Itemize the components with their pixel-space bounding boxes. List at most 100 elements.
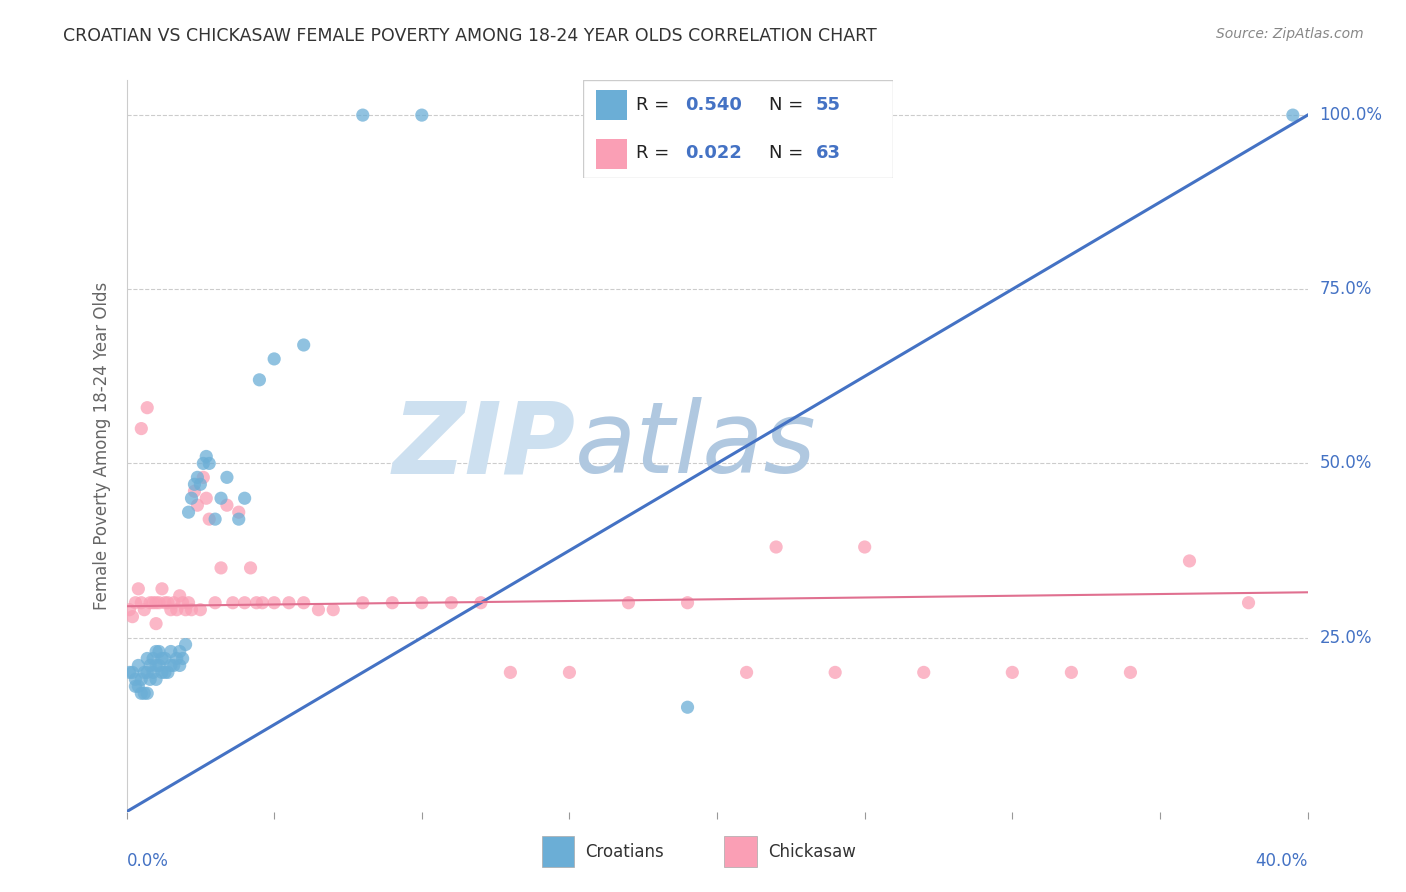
Point [247,373,270,387]
Point [163,658,186,673]
Point [228,512,250,526]
Point [134,603,156,617]
Text: CROATIAN VS CHICKASAW FEMALE POVERTY AMONG 18-24 YEAR OLDS CORRELATION CHART: CROATIAN VS CHICKASAW FEMALE POVERTY AMO… [63,27,877,45]
Point [148,658,170,673]
Point [765,540,787,554]
Point [145,673,167,687]
Text: ZIP: ZIP [392,398,575,494]
Point [186,498,208,512]
Point [292,596,315,610]
Bar [724,837,758,867]
Point [148,596,170,610]
Point [470,596,492,610]
Point [193,457,215,471]
Point [136,401,159,415]
Point [735,665,758,680]
Point [153,651,176,665]
Point [1001,665,1024,680]
Point [169,658,191,673]
Text: 0.022: 0.022 [686,144,742,161]
Text: Croatians: Croatians [585,843,664,861]
Point [440,596,463,610]
Point [129,596,153,610]
Text: 0.540: 0.540 [686,95,742,114]
Point [150,651,173,665]
Point [153,665,176,680]
Point [169,589,191,603]
Point [177,505,200,519]
Point [307,603,329,617]
Point [239,561,262,575]
Point [352,596,374,610]
Point [174,603,197,617]
Point [136,665,159,680]
Point [245,596,267,610]
Point [411,108,433,122]
Point [166,603,188,617]
Point [148,644,170,658]
Point [204,596,226,610]
Point [233,596,256,610]
Point [145,644,167,658]
Text: 40.0%: 40.0% [1256,852,1308,870]
Point [139,658,162,673]
Point [193,470,215,484]
Point [617,596,640,610]
Point [186,470,208,484]
Bar [596,139,627,169]
Point [139,596,162,610]
Point [1060,665,1083,680]
Point [174,638,197,652]
Point [209,491,232,506]
Text: 100.0%: 100.0% [1319,106,1382,124]
Point [136,686,159,700]
Point [1282,108,1305,122]
Point [263,596,285,610]
Point [853,540,876,554]
Point [127,658,149,673]
Point [322,603,344,617]
Point [118,603,141,617]
Text: N =: N = [769,144,808,161]
Text: R =: R = [636,144,675,161]
Point [183,484,205,499]
Text: atlas: atlas [575,398,817,494]
Point [159,644,183,658]
Point [381,596,404,610]
Point [142,596,165,610]
Point [233,491,256,506]
Point [676,700,699,714]
Point [142,651,165,665]
Point [222,596,245,610]
Text: 50.0%: 50.0% [1319,454,1372,473]
Point [676,596,699,610]
Bar [596,90,627,120]
Point [134,665,156,680]
Point [228,505,250,519]
Point [145,596,167,610]
Point [278,596,301,610]
Point [198,457,221,471]
Bar [541,837,575,867]
Point [156,665,179,680]
Point [156,596,179,610]
Point [1178,554,1201,568]
Text: 75.0%: 75.0% [1319,280,1372,298]
Point [209,561,232,575]
Text: 25.0%: 25.0% [1319,629,1372,647]
Text: 55: 55 [815,95,841,114]
Point [159,658,183,673]
Text: Chickasaw: Chickasaw [768,843,856,861]
Point [129,686,153,700]
Point [118,665,141,680]
Point [172,596,194,610]
FancyBboxPatch shape [583,80,893,178]
Point [180,491,202,506]
Point [159,603,183,617]
Point [136,651,159,665]
Point [150,665,173,680]
Point [145,658,167,673]
Point [558,665,581,680]
Point [127,582,149,596]
Point [121,609,143,624]
